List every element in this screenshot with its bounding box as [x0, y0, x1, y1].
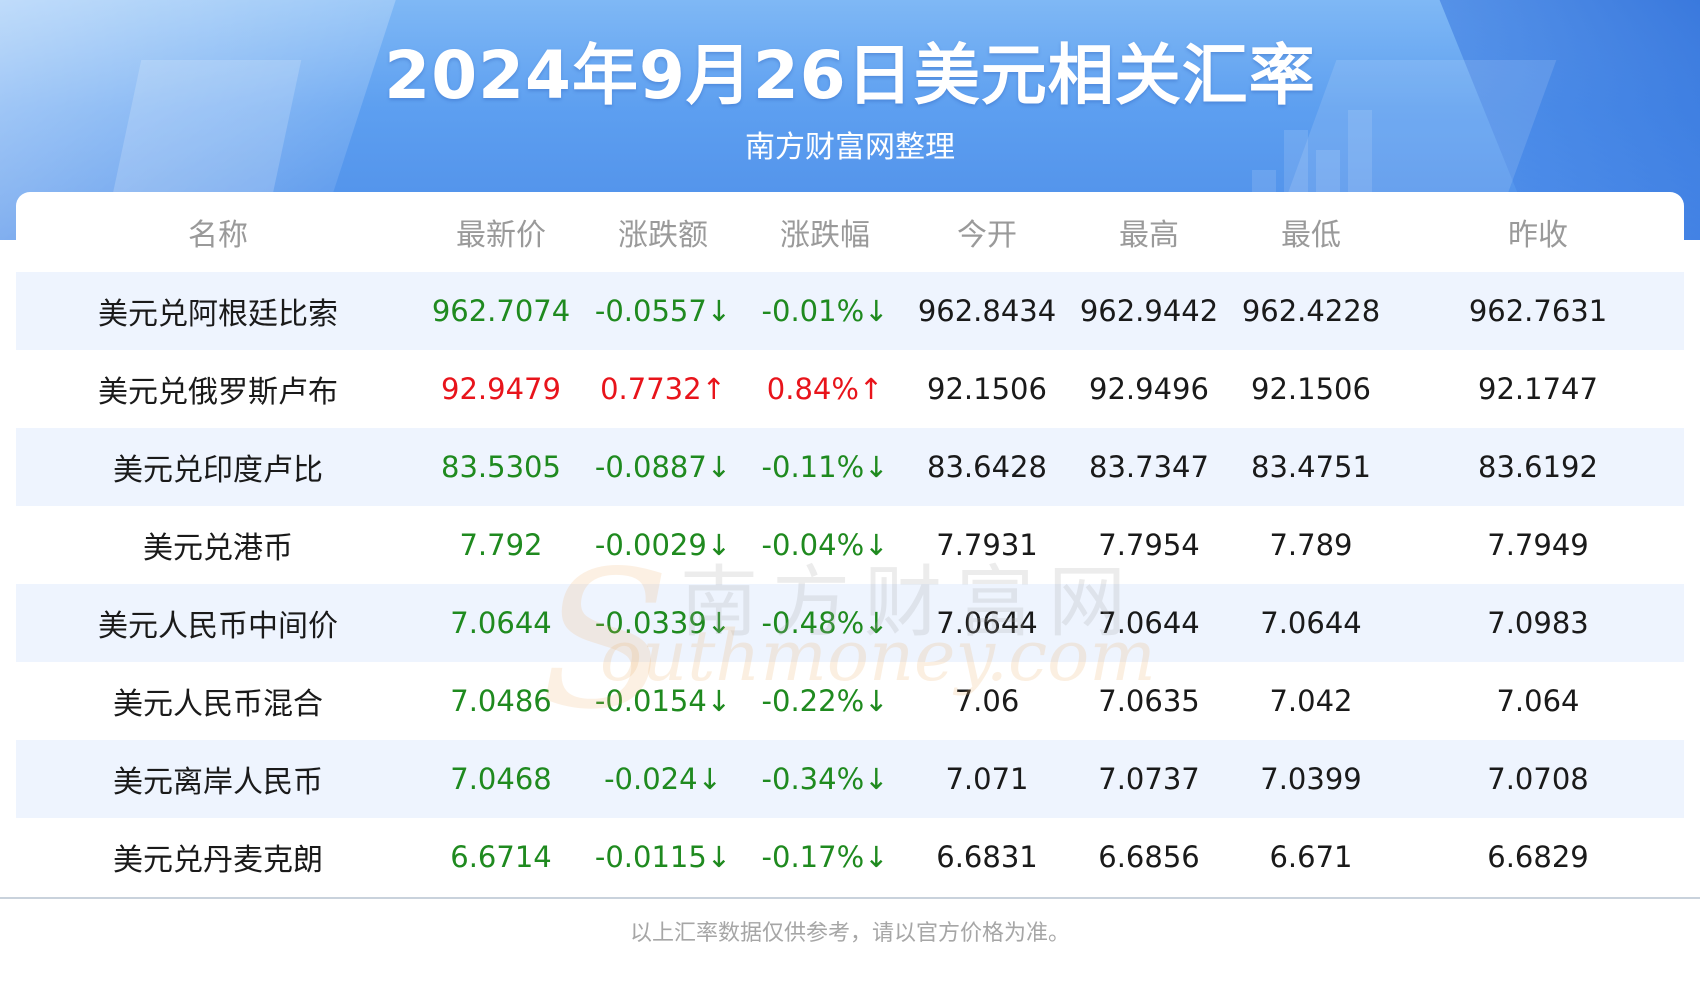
column-header-open: 今开	[957, 218, 1017, 253]
cell-prev: 83.6192	[1392, 428, 1684, 506]
cell-name: 美元人民币中间价	[16, 584, 420, 662]
cell-latest: 92.9479	[441, 372, 561, 406]
cell-low: 962.4228	[1230, 272, 1392, 350]
rates-card: 名称 最新价 涨跌额 涨跌幅 今开 最高 最低 昨收 美元兑阿根廷比索 962.…	[16, 192, 1684, 897]
cell-pct: -0.48%↓	[744, 584, 906, 662]
bottom-divider	[0, 897, 1700, 899]
cell-name: 美元兑丹麦克朗	[113, 843, 323, 878]
cell-prev: 92.1747	[1478, 372, 1598, 406]
cell-name: 美元人民币混合	[113, 687, 323, 722]
cell-change: -0.0339↓	[582, 584, 744, 662]
cell-latest: 7.0644	[420, 584, 582, 662]
cell-name: 美元兑俄罗斯卢布	[98, 375, 338, 410]
cell-open: 92.1506	[927, 372, 1047, 406]
rates-table: 名称 最新价 涨跌额 涨跌幅 今开 最高 最低 昨收 美元兑阿根廷比索 962.…	[16, 192, 1684, 896]
cell-high: 7.7954	[1098, 528, 1200, 562]
cell-high: 83.7347	[1068, 428, 1230, 506]
cell-name: 美元离岸人民币	[16, 740, 420, 818]
cell-low: 7.0399	[1230, 740, 1392, 818]
cell-prev: 7.0708	[1392, 740, 1684, 818]
column-header-name: 名称	[188, 218, 248, 253]
column-header-low: 最低	[1281, 218, 1341, 253]
column-header-high: 最高	[1119, 218, 1179, 253]
table-row: 美元人民币混合 7.0486 -0.0154↓ -0.22%↓ 7.06 7.0…	[16, 662, 1684, 740]
cell-latest: 83.5305	[420, 428, 582, 506]
cell-pct: -0.17%↓	[761, 840, 889, 874]
table-row: 美元人民币中间价 7.0644 -0.0339↓ -0.48%↓ 7.0644 …	[16, 584, 1684, 662]
cell-low: 7.042	[1269, 684, 1353, 718]
cell-high: 7.0737	[1068, 740, 1230, 818]
cell-change: -0.0115↓	[594, 840, 732, 874]
cell-change: -0.0154↓	[594, 684, 732, 718]
cell-pct: -0.01%↓	[744, 272, 906, 350]
cell-low: 83.4751	[1230, 428, 1392, 506]
table-row: 美元兑港币 7.792 -0.0029↓ -0.04%↓ 7.7931 7.79…	[16, 506, 1684, 584]
cell-pct: -0.11%↓	[744, 428, 906, 506]
cell-change: -0.0887↓	[582, 428, 744, 506]
cell-open: 962.8434	[906, 272, 1068, 350]
cell-prev: 7.7949	[1487, 528, 1589, 562]
cell-change: -0.0557↓	[582, 272, 744, 350]
cell-change: 0.7732↑	[600, 372, 726, 406]
cell-change: -0.024↓	[582, 740, 744, 818]
footer-note: 以上汇率数据仅供参考，请以官方价格为准。	[629, 921, 1070, 946]
cell-open: 7.071	[906, 740, 1068, 818]
cell-prev: 962.7631	[1392, 272, 1684, 350]
cell-high: 6.6856	[1098, 840, 1200, 874]
column-header-pct: 涨跌幅	[780, 218, 870, 253]
cell-open: 7.0644	[906, 584, 1068, 662]
cell-latest: 7.0486	[450, 684, 552, 718]
page-title: 2024年9月26日美元相关汇率	[384, 37, 1316, 114]
cell-change: -0.0029↓	[594, 528, 732, 562]
page-subtitle: 南方财富网整理	[745, 130, 955, 165]
cell-pct: -0.04%↓	[761, 528, 889, 562]
cell-prev: 7.064	[1496, 684, 1580, 718]
cell-pct: -0.34%↓	[744, 740, 906, 818]
table-row: 美元兑印度卢比 83.5305 -0.0887↓ -0.11%↓ 83.6428…	[16, 428, 1684, 506]
cell-high: 962.9442	[1068, 272, 1230, 350]
cell-name: 美元兑阿根廷比索	[16, 272, 420, 350]
cell-open: 7.06	[954, 684, 1020, 718]
table-row: 美元兑丹麦克朗 6.6714 -0.0115↓ -0.17%↓ 6.6831 6…	[16, 818, 1684, 896]
cell-latest: 6.6714	[450, 840, 552, 874]
cell-low: 7.0644	[1230, 584, 1392, 662]
cell-prev: 6.6829	[1487, 840, 1589, 874]
cell-high: 92.9496	[1089, 372, 1209, 406]
table-row: 美元兑俄罗斯卢布 92.9479 0.7732↑ 0.84%↑ 92.1506 …	[16, 350, 1684, 428]
cell-prev: 7.0983	[1392, 584, 1684, 662]
cell-latest: 7.0468	[420, 740, 582, 818]
cell-name: 美元兑印度卢比	[16, 428, 420, 506]
cell-low: 7.789	[1269, 528, 1353, 562]
column-header-latest: 最新价	[456, 218, 546, 253]
table-header-row: 名称 最新价 涨跌额 涨跌幅 今开 最高 最低 昨收	[16, 192, 1684, 272]
table-row: 美元兑阿根廷比索 962.7074 -0.0557↓ -0.01%↓ 962.8…	[16, 272, 1684, 350]
table-row: 美元离岸人民币 7.0468 -0.024↓ -0.34%↓ 7.071 7.0…	[16, 740, 1684, 818]
cell-pct: -0.22%↓	[761, 684, 889, 718]
cell-low: 6.671	[1269, 840, 1353, 874]
cell-latest: 7.792	[459, 528, 543, 562]
cell-pct: 0.84%↑	[766, 372, 884, 406]
cell-high: 7.0635	[1098, 684, 1200, 718]
column-header-change: 涨跌额	[618, 218, 708, 253]
cell-latest: 962.7074	[420, 272, 582, 350]
cell-low: 92.1506	[1251, 372, 1371, 406]
column-header-prev: 昨收	[1508, 218, 1568, 253]
cell-name: 美元兑港币	[143, 531, 293, 566]
cell-open: 83.6428	[906, 428, 1068, 506]
cell-high: 7.0644	[1068, 584, 1230, 662]
cell-open: 7.7931	[936, 528, 1038, 562]
cell-open: 6.6831	[936, 840, 1038, 874]
